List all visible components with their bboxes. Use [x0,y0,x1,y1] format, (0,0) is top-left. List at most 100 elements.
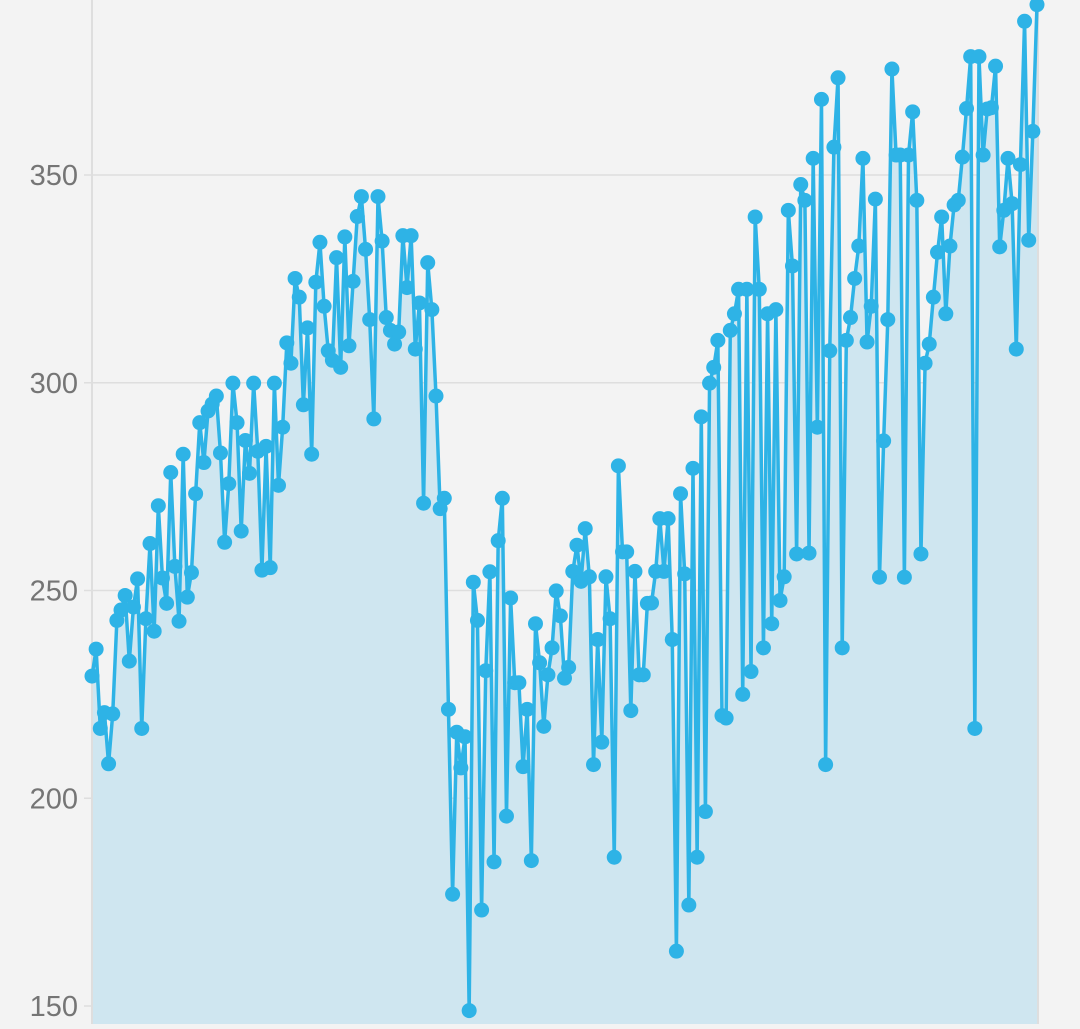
data-point [113,602,129,618]
data-point [764,616,780,632]
data-point [938,306,954,322]
data-point [925,289,941,305]
data-point [813,91,829,107]
data-point [855,150,871,166]
data-point [830,70,846,86]
data-point [366,411,382,427]
data-point [983,100,999,116]
data-point [872,569,887,585]
data-point [387,336,403,352]
data-point [681,897,697,913]
data-point [420,255,436,271]
data-point [772,592,788,608]
data-point [266,375,282,391]
data-point [523,853,539,869]
data-point [930,244,946,260]
data-point [863,298,879,314]
data-point [822,343,838,359]
data-point [411,295,427,311]
data-point [1004,196,1020,212]
data-point [308,274,324,290]
data-point [183,565,199,581]
data-point [494,490,510,506]
data-point [283,355,299,371]
data-point [1021,232,1037,248]
data-point [851,238,867,254]
data-point [171,613,187,629]
data-point [440,701,456,717]
data-point [942,238,958,254]
data-point [693,409,709,425]
data-point [188,486,204,502]
data-point [490,533,506,549]
data-point [751,281,767,297]
data-point [577,521,593,537]
data-point [905,104,921,120]
data-point [428,388,444,404]
data-point [362,312,378,328]
data-point [988,58,1004,74]
data-point [88,641,104,657]
data-point [569,537,585,553]
data-point [673,486,689,502]
data-point [353,189,369,205]
data-point [275,419,291,435]
data-point [465,574,481,590]
data-point [590,632,606,648]
data-point [838,332,854,348]
data-point [159,595,175,611]
data-point [954,149,970,165]
data-point [664,632,680,648]
data-point [225,375,241,391]
data-point [561,659,577,675]
data-point [503,590,519,606]
data-point [876,433,892,449]
data-point [258,438,274,454]
data-point [739,281,755,297]
data-point [710,332,726,348]
data-point [92,720,108,736]
data-point [801,545,817,561]
data-point [1008,341,1024,357]
data-point [333,359,349,375]
data-point [619,544,635,560]
data-point [125,599,141,615]
data-point [809,419,825,435]
data-point [407,341,423,357]
data-point [370,189,386,205]
data-point [279,335,295,351]
data-point [179,589,195,605]
data-point [598,569,614,585]
y-tick-label: 350 [30,160,78,192]
data-point [627,563,643,579]
data-point [797,192,813,208]
data-point [913,546,929,562]
data-point [818,757,834,773]
data-point [581,569,597,585]
data-point [300,320,316,336]
data-point [474,902,490,918]
data-point [1012,157,1028,173]
data-point [246,375,262,391]
data-point [677,566,693,582]
data-point [150,498,166,514]
data-point [992,239,1008,255]
data-point [842,310,858,326]
data-point [146,623,162,639]
data-point [295,397,311,413]
data-point [726,306,742,322]
data-point [345,273,361,289]
data-point [453,760,469,776]
data-point [805,150,821,166]
data-point [780,202,796,218]
tick-label-layer: 150 200 250 300 350 [30,160,78,1023]
data-point [208,388,224,404]
data-point [697,804,713,820]
data-point [130,571,146,587]
data-point [606,849,622,865]
data-point [378,310,394,326]
data-point [789,546,805,562]
y-tick-label: 200 [30,783,78,815]
